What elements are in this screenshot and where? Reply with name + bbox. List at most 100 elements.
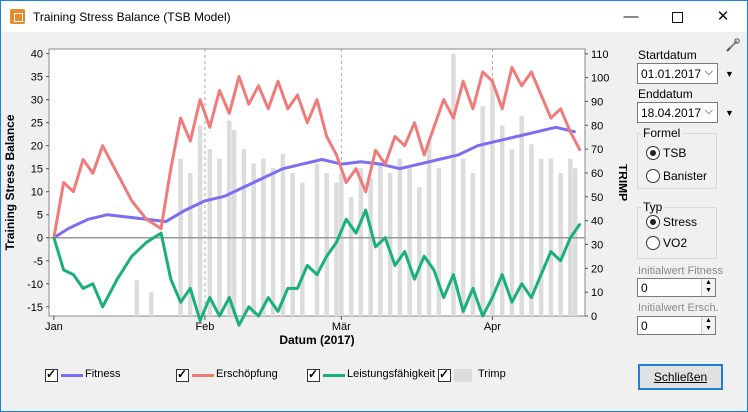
typ-vo2-label[interactable]: VO2 <box>663 236 688 250</box>
trimp-bar <box>280 153 286 316</box>
trimp-bar <box>134 280 139 316</box>
y2-tick-label: 0 <box>591 311 597 323</box>
trimp-bar <box>417 187 422 316</box>
series-point <box>442 296 445 299</box>
series-point <box>106 213 109 216</box>
series-point <box>218 315 221 317</box>
trimp-bar <box>348 196 354 316</box>
series-point <box>72 190 75 193</box>
init-ersch-input[interactable]: 0 ▲ ▼ <box>637 316 716 335</box>
series-point <box>423 255 426 257</box>
series-point <box>189 140 192 142</box>
fitness-legend-label: Fitness <box>85 368 121 380</box>
spinner-arrows-icon[interactable]: ▲ ▼ <box>701 317 715 334</box>
maximize-icon <box>671 11 683 23</box>
y-tick-label: 30 <box>31 95 43 107</box>
series-point <box>501 273 503 276</box>
series-point <box>452 117 455 119</box>
y-tick-label: 15 <box>31 164 43 176</box>
series-point <box>306 121 309 124</box>
series-point <box>257 315 260 317</box>
y2-tick-label: 80 <box>591 120 603 132</box>
y-axis-title: Training Stress Balance <box>3 114 17 250</box>
trimp-bar <box>270 168 276 316</box>
series-point <box>433 126 435 129</box>
app-icon <box>10 9 25 24</box>
series-point <box>364 209 367 211</box>
series-point <box>345 181 348 184</box>
series-point <box>321 158 323 161</box>
formel-banister-radio[interactable] <box>646 169 660 183</box>
y-tick-label: 0 <box>37 233 43 245</box>
erschoepfung-legend-label: Erschöpfung <box>216 368 278 380</box>
series-point <box>101 144 104 147</box>
trimp-swatch <box>454 369 472 382</box>
trimp-legend-label: Trimp <box>478 368 506 380</box>
series-point <box>462 80 464 83</box>
series-point <box>452 273 455 276</box>
y2-tick-label: 30 <box>591 239 603 251</box>
series-point <box>228 112 231 115</box>
trimp-bar <box>334 182 339 316</box>
y2-tick-label: 50 <box>591 192 603 204</box>
init-fitness-label: Initialwert Fitness <box>638 265 723 277</box>
leistung-checkbox[interactable] <box>307 367 320 382</box>
formel-tsb-radio[interactable] <box>646 146 660 160</box>
formel-banister-label[interactable]: Banister <box>663 169 708 183</box>
series-point <box>569 131 572 133</box>
series-point <box>238 75 240 78</box>
series-point <box>374 149 377 152</box>
series-point <box>82 287 84 290</box>
y2-tick-label: 100 <box>591 73 609 85</box>
trimp-bar <box>324 172 329 316</box>
series-point <box>296 287 299 290</box>
series-point <box>384 236 387 239</box>
y-tick-label: 5 <box>37 210 43 222</box>
series-point <box>189 287 192 290</box>
series-point <box>247 103 250 106</box>
series-point <box>160 227 162 230</box>
series-point <box>472 287 474 290</box>
minimize-button[interactable]: — <box>623 8 639 25</box>
trimp-bar <box>149 292 154 316</box>
series-point <box>442 98 445 101</box>
trimp-checkbox[interactable] <box>438 367 451 382</box>
end-date-value: 18.04.2017 <box>641 106 702 120</box>
start-date-picker[interactable]: 01.01.2017 ⌵ <box>637 63 718 84</box>
formel-tsb-label[interactable]: TSB <box>663 146 687 160</box>
series-point <box>209 296 211 299</box>
y-tick-label: 40 <box>31 49 43 61</box>
series-point <box>501 108 503 110</box>
series-point <box>550 250 552 253</box>
chart-tool-icon[interactable] <box>725 37 741 53</box>
series-point <box>569 236 572 239</box>
series-point <box>87 218 89 221</box>
series-point <box>530 296 533 299</box>
close-button[interactable]: Schließen <box>638 364 723 390</box>
maximize-button[interactable] <box>654 1 700 32</box>
end-date-arrow-icon[interactable]: ▼ <box>725 108 734 118</box>
typ-stress-label[interactable]: Stress <box>663 215 698 229</box>
spinner-arrows-icon[interactable]: ▲ ▼ <box>701 279 715 296</box>
trimp-bar <box>436 168 442 316</box>
series-point <box>267 108 270 110</box>
erschoepfung-checkbox[interactable] <box>176 367 189 382</box>
end-date-picker[interactable]: 18.04.2017 ⌵ <box>637 102 718 123</box>
typ-vo2-radio[interactable] <box>646 236 660 250</box>
series-point <box>530 71 533 73</box>
typ-stress-radio[interactable] <box>646 215 660 229</box>
fitness-swatch <box>61 374 83 377</box>
series-point <box>399 167 401 170</box>
close-window-button[interactable]: ✕ <box>716 8 730 25</box>
trimp-bar <box>451 53 456 317</box>
series-point <box>413 121 416 124</box>
erschoepfung-swatch <box>192 374 214 377</box>
start-date-arrow-icon[interactable]: ▼ <box>725 69 734 79</box>
series-point <box>257 85 260 87</box>
y2-tick-label: 10 <box>591 287 603 299</box>
x-tick-label: Feb <box>195 321 214 333</box>
series-point <box>145 241 148 244</box>
series-point <box>209 126 211 129</box>
fitness-checkbox[interactable] <box>45 367 58 382</box>
init-fitness-input[interactable]: 0 ▲ ▼ <box>637 278 716 297</box>
